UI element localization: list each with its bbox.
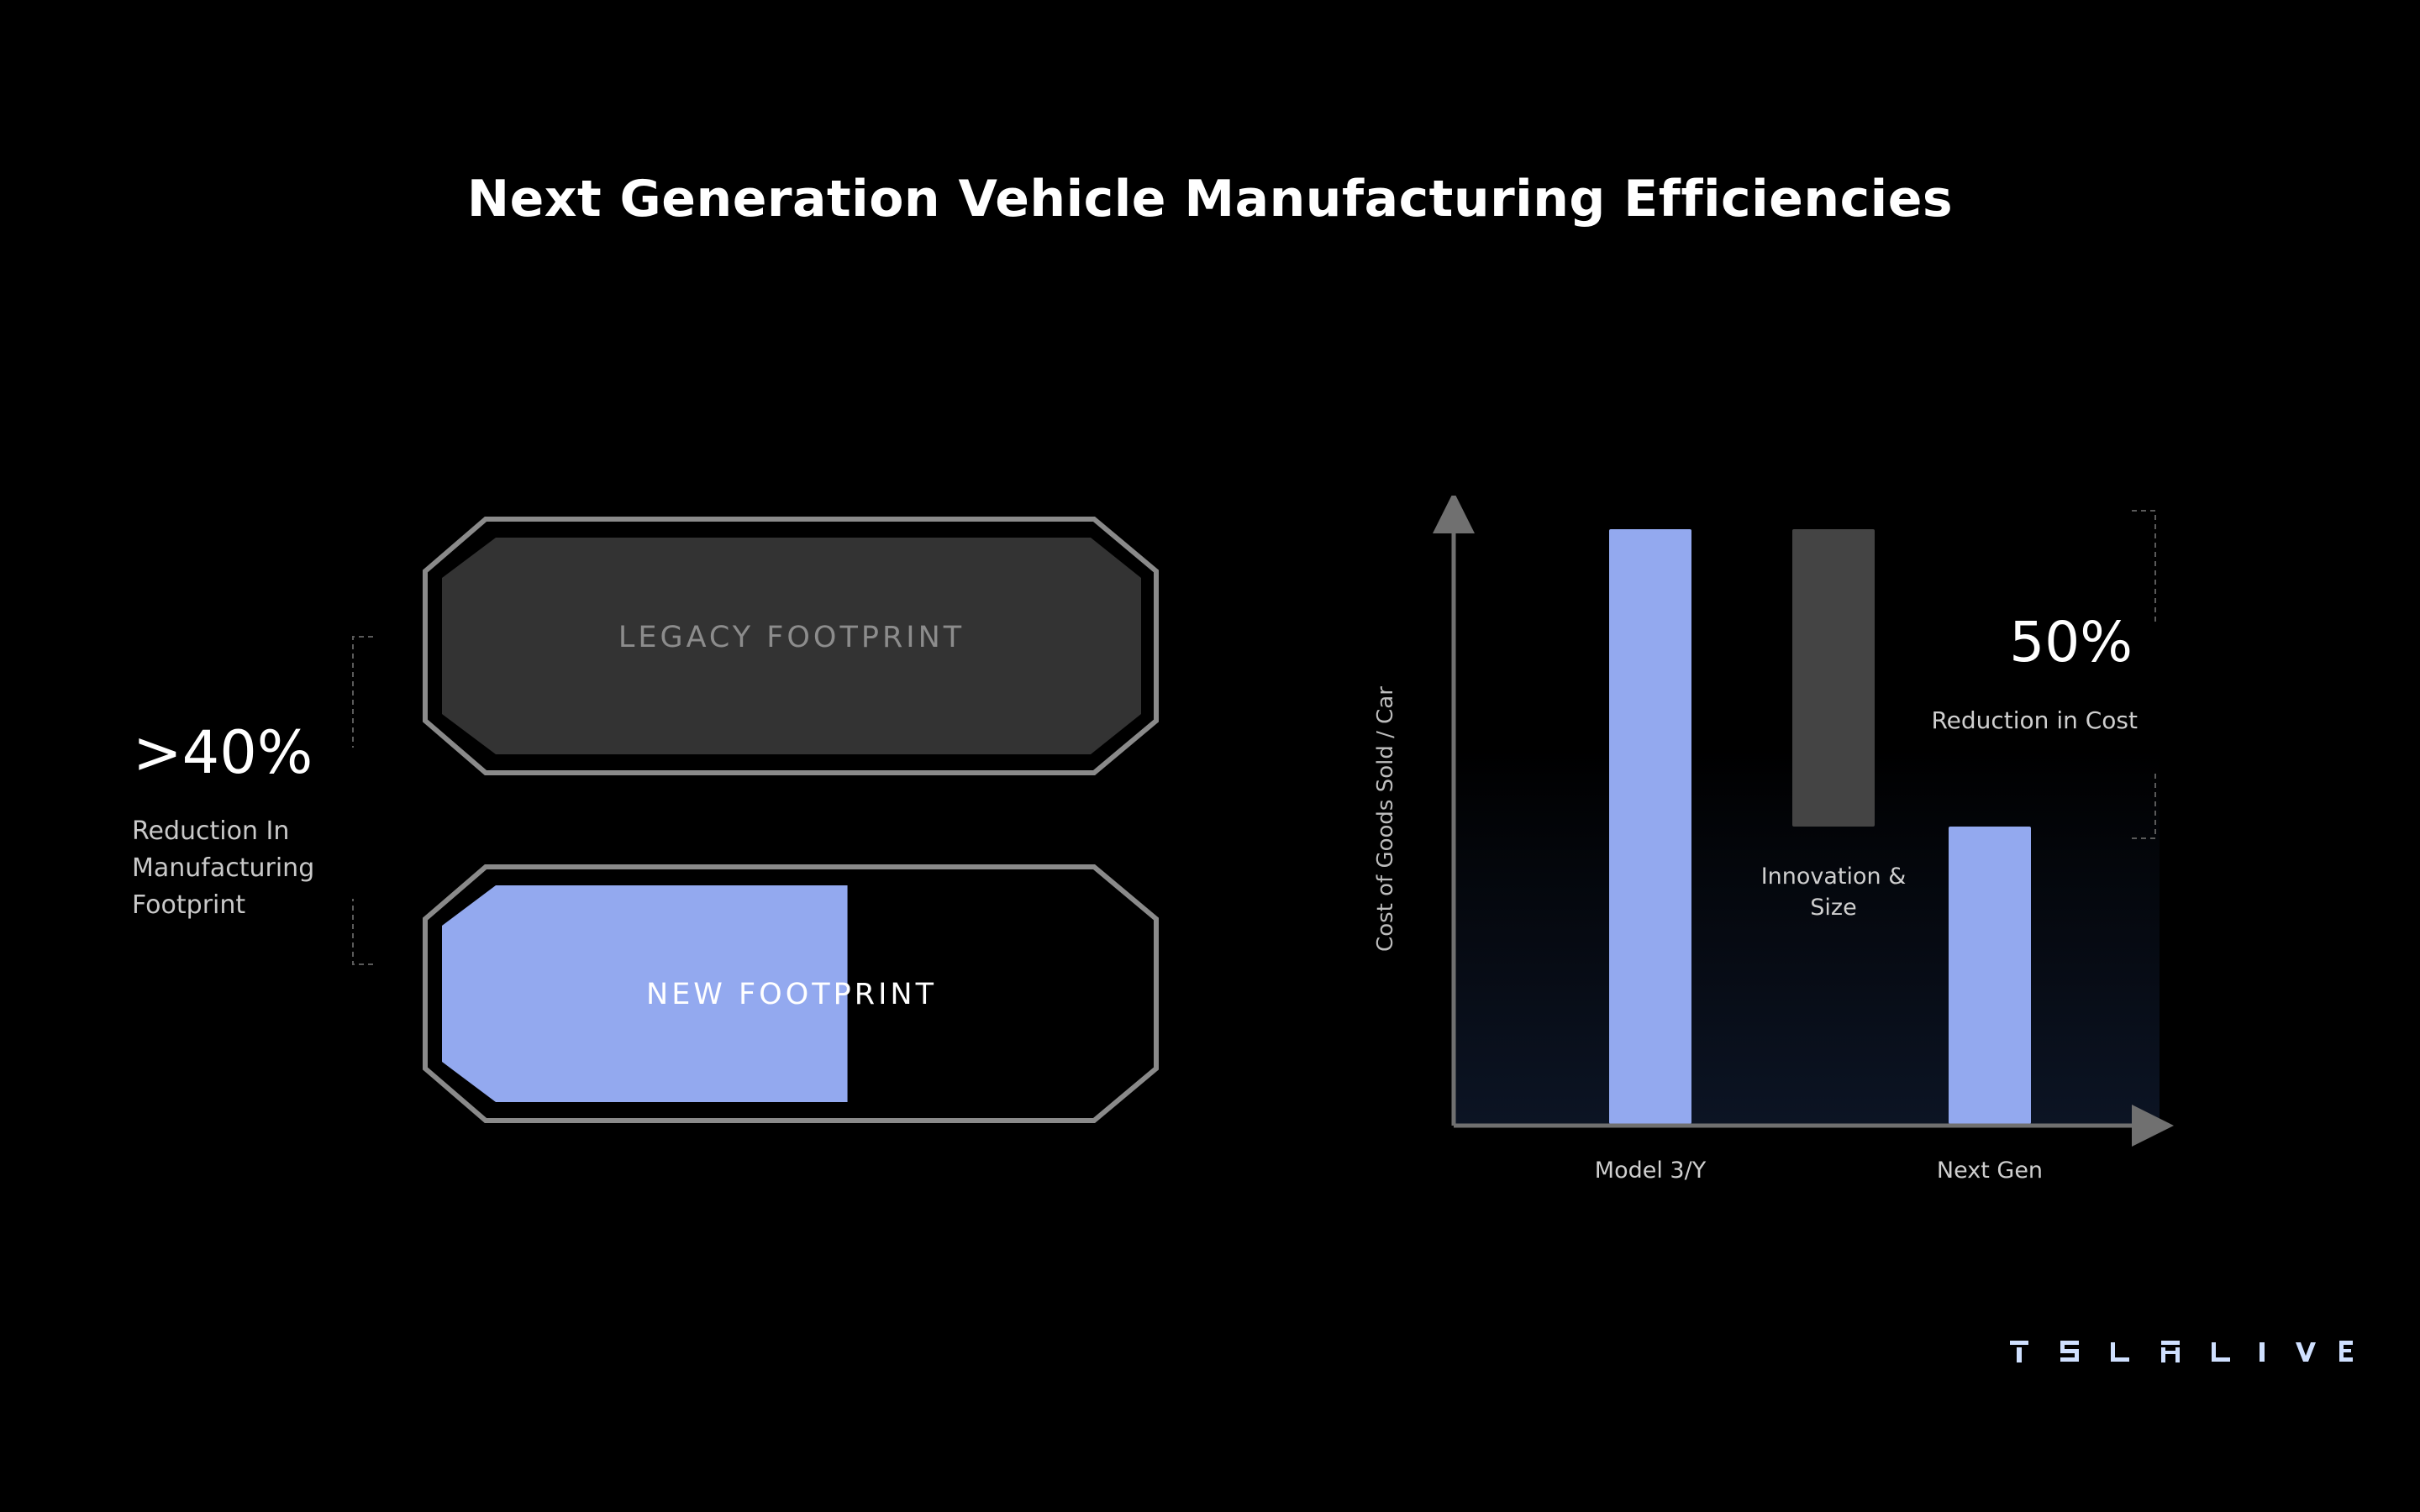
category-label: Next Gen bbox=[1937, 1158, 2043, 1184]
caption-line: Footprint bbox=[132, 890, 246, 920]
tesla-live-logo bbox=[2010, 1341, 2353, 1362]
logo-glyphs bbox=[2010, 1341, 2353, 1362]
category-label: Size bbox=[1810, 895, 1856, 921]
new-footprint-outline bbox=[423, 864, 1159, 1123]
new-footprint-label: NEW FOOTPRINT bbox=[646, 978, 937, 1011]
bars-group bbox=[1609, 529, 2031, 1124]
footprint-reduction-caption: Reduction In Manufacturing Footprint bbox=[132, 813, 384, 924]
category-labels: Model 3/Y Innovation & Size Next Gen bbox=[1595, 864, 2043, 1184]
new-footprint-shape bbox=[442, 885, 848, 1102]
reduction-bracket-bottom bbox=[2132, 773, 2156, 839]
cost-reduction-caption: Reduction in Cost bbox=[1931, 706, 2138, 734]
bracket-bottom bbox=[352, 899, 373, 965]
page-title: Next Generation Vehicle Manufacturing Ef… bbox=[466, 170, 1954, 228]
bracket-top bbox=[352, 636, 373, 748]
bar-next-gen bbox=[1949, 827, 2031, 1124]
legacy-footprint-outline bbox=[423, 517, 1159, 775]
y-axis-title: Cost of Goods Sold / Car bbox=[1373, 686, 1398, 952]
category-label: Model 3/Y bbox=[1595, 1158, 1707, 1184]
category-label: Innovation & bbox=[1761, 864, 1907, 890]
caption-line: Reduction In bbox=[132, 816, 290, 846]
footprint-reduction-value: >40% bbox=[133, 718, 313, 787]
cost-chart: Cost of Goods Sold / Car 50% Reduction i… bbox=[1373, 496, 2174, 1184]
footprint-diagram: LEGACY FOOTPRINT NEW FOOTPRINT bbox=[352, 517, 1159, 1123]
bar-model-3-y bbox=[1609, 529, 1691, 1124]
legacy-footprint-shape bbox=[442, 538, 1141, 754]
legacy-footprint-label: LEGACY FOOTPRINT bbox=[618, 621, 965, 654]
cost-reduction-value: 50% bbox=[2009, 610, 2133, 675]
bar-innovation-size bbox=[1792, 529, 1875, 827]
caption-line: Manufacturing bbox=[132, 853, 315, 883]
reduction-bracket-top bbox=[2132, 510, 2156, 622]
